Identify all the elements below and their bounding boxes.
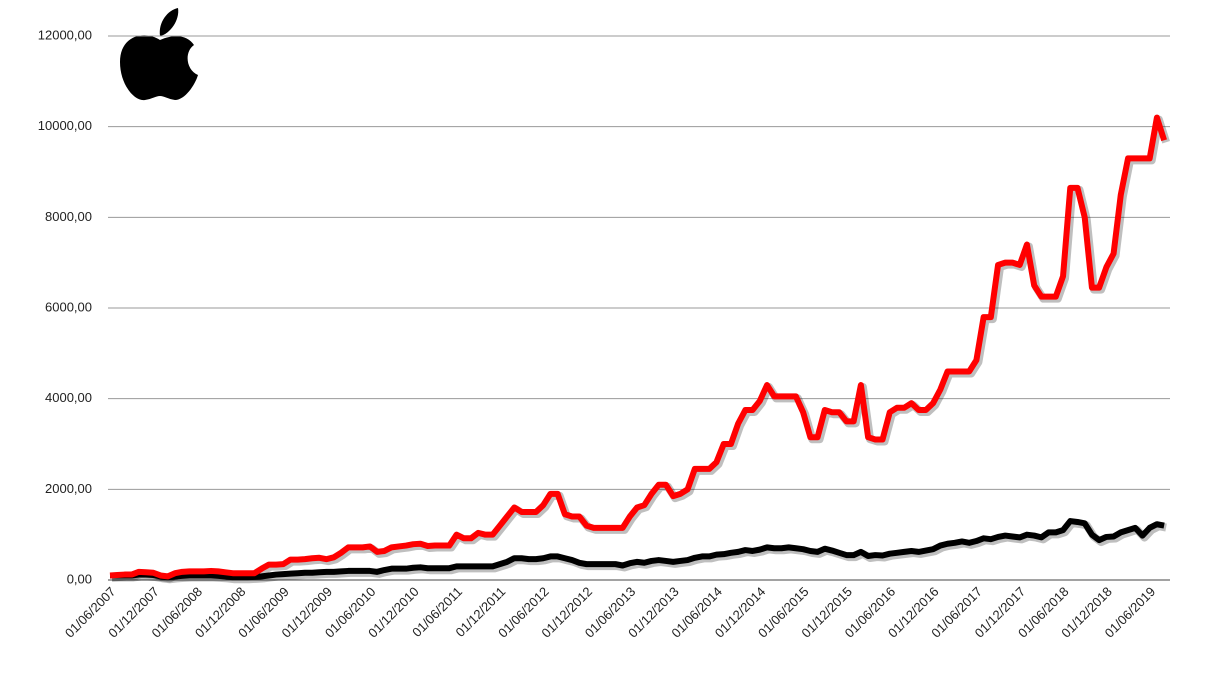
y-tick-label: 10000,00: [38, 118, 92, 133]
series-line: [110, 518, 1165, 581]
y-tick-label: 4000,00: [45, 390, 92, 405]
y-tick-label: 0,00: [67, 571, 92, 586]
apple-logo: [120, 8, 198, 101]
y-tick-label: 12000,00: [38, 27, 92, 42]
y-tick-label: 6000,00: [45, 299, 92, 314]
y-tick-label: 2000,00: [45, 481, 92, 496]
series-line: [109, 114, 1167, 580]
y-tick-label: 8000,00: [45, 209, 92, 224]
